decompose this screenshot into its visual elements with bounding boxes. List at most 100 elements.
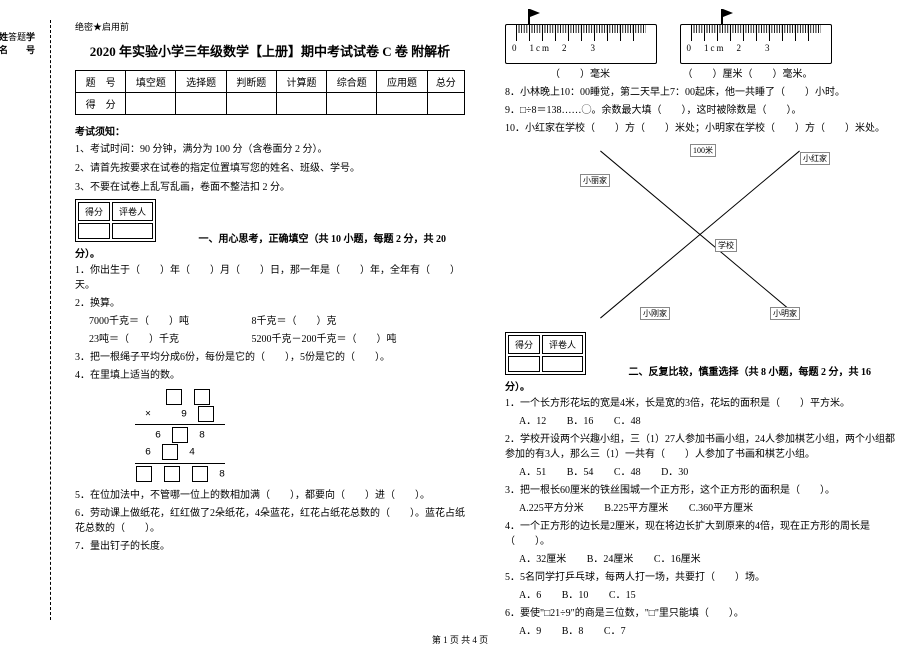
score-mini-box: 得分评卷人: [75, 199, 156, 242]
question: 4．在里填上适当的数。: [75, 368, 465, 383]
fold-line: [50, 20, 51, 620]
opt: A．51: [519, 465, 546, 480]
question: 2．换算。: [75, 296, 465, 311]
mini-th: 得分: [508, 335, 540, 354]
opt: B．16: [567, 414, 594, 429]
question: 7．量出钉子的长度。: [75, 539, 465, 554]
margin-mark: 题: [17, 30, 26, 610]
question: 6．要使"□21÷9"的商是三位数，"□"里只能填（ ）。: [505, 606, 895, 621]
td[interactable]: [226, 93, 276, 115]
notice-item: 2、请首先按要求在试卷的指定位置填写您的姓名、班级、学号。: [75, 161, 465, 176]
cross-diagram: 100米 小红家 小明家 小丽家 小刚家 学校: [570, 144, 830, 324]
secret-label: 绝密★启用前: [75, 20, 465, 33]
question: 3．把一根绳子平均分成6份，每份是它的（ ），5份是它的（ ）。: [75, 350, 465, 365]
question: 6．劳动课上做纸花，红红做了2朵纸花，4朵蓝花，红花占纸花总数的（ ）。蓝花占纸…: [75, 506, 465, 536]
exam-title: 2020 年实验小学三年级数学【上册】期中考试试卷 C 卷 附解析: [75, 41, 465, 60]
notice-title: 考试须知：: [75, 123, 465, 138]
notice-item: 3、不要在试卷上乱写乱画，卷面不整洁扣 2 分。: [75, 180, 465, 195]
score-mini-box: 得分评卷人: [505, 332, 586, 375]
th: 综合题: [327, 71, 377, 93]
ans: （ ）毫米: [505, 67, 655, 82]
question-sub: 23吨＝（ ）千克 5200千克－200千克＝（ ）吨: [75, 332, 465, 347]
th: 计算题: [276, 71, 326, 93]
options: A．32厘米 B．24厘米 C．16厘米: [505, 552, 895, 567]
question: 2．学校开设两个兴趣小组，三（1）27人参加书画小组，24人参加棋艺小组，两个小…: [505, 432, 895, 462]
question: 9．□÷8＝138……◯。余数最大填（ ），这时被除数是（ ）。: [505, 103, 895, 118]
th: 题 号: [76, 71, 126, 93]
td[interactable]: [427, 93, 464, 115]
opt: C.360平方厘米: [689, 501, 753, 516]
options: A．12 B．16 C．48: [505, 414, 895, 429]
opt: D．30: [661, 465, 688, 480]
left-column: 绝密★启用前 2020 年实验小学三年级数学【上册】期中考试试卷 C 卷 附解析…: [65, 20, 475, 642]
question: 3．把一根长60厘米的铁丝围城一个正方形，这个正方形的面积是（ ）。: [505, 483, 895, 498]
td[interactable]: [176, 93, 226, 115]
ans: （ ）厘米（ ）毫米。: [658, 67, 838, 82]
lbl-xx: 学校: [715, 239, 737, 252]
opt: A．12: [519, 414, 546, 429]
opt: C．15: [609, 588, 636, 603]
ruler-icon: 0 1cm 2 3: [505, 24, 657, 64]
td[interactable]: [377, 93, 427, 115]
table-row: 题 号 填空题 选择题 判断题 计算题 综合题 应用题 总分: [76, 71, 465, 93]
question: 1．一个长方形花坛的宽是4米，长是宽的3倍，花坛的面积是（ ）平方米。: [505, 396, 895, 411]
opt: B．24厘米: [587, 552, 634, 567]
td[interactable]: [327, 93, 377, 115]
lbl-xm: 小明家: [770, 307, 800, 320]
lbl-100m: 100米: [690, 144, 716, 157]
question: 5．在位加法中，不管哪一位上的数相加满（ ），都要向（ ）进（ ）。: [75, 488, 465, 503]
options: A.225平方分米 B.225平方厘米 C.360平方厘米: [505, 501, 895, 516]
mini-th: 得分: [78, 202, 110, 221]
mini-td[interactable]: [112, 223, 153, 239]
multiplication-diagram: × 9 6 8 6 4 8: [135, 389, 465, 482]
question-sub: 7000千克＝（ ）吨 8千克＝（ ）克: [75, 314, 465, 329]
sub: 23吨＝（ ）千克: [89, 332, 249, 347]
margin-mark: 答: [8, 30, 17, 610]
ruler-answers: （ ）毫米 （ ）厘米（ ）毫米。: [505, 67, 895, 82]
sub: 5200千克－200千克＝（ ）吨: [252, 334, 397, 345]
td: 得 分: [76, 93, 126, 115]
mini-th: 评卷人: [112, 202, 153, 221]
lbl-xh: 小红家: [800, 152, 830, 165]
right-column: 0 1cm 2 3 0 1cm 2 3 （ ）毫米 （ ）厘米（ ）毫米。 8．…: [495, 20, 905, 642]
lbl-xg: 小刚家: [640, 307, 670, 320]
mini-td[interactable]: [508, 356, 540, 372]
mini-td[interactable]: [78, 223, 110, 239]
question: 10．小红家在学校（ ）方（ ）米处；小明家在学校（ ）方（ ）米处。: [505, 121, 895, 136]
sub: 8千克＝（ ）克: [252, 316, 337, 327]
table-row: 得 分: [76, 93, 465, 115]
opt: B．10: [562, 588, 589, 603]
question: 8．小林晚上10：00睡觉，第二天早上7：00起床，他一共睡了（ ）小时。: [505, 85, 895, 100]
notice-item: 1、考试时间：90 分钟，满分为 100 分（含卷面分 2 分）。: [75, 142, 465, 157]
question: 5．5名同学打乒乓球，每两人打一场，共要打（ ）场。: [505, 570, 895, 585]
opt: A．32厘米: [519, 552, 566, 567]
th: 应用题: [377, 71, 427, 93]
ruler-icon: 0 1cm 2 3: [680, 24, 832, 64]
opt: A．6: [519, 588, 541, 603]
mini-td[interactable]: [542, 356, 583, 372]
th: 判断题: [226, 71, 276, 93]
question: 1．你出生于（ ）年（ ）月（ ）日，那一年是（ ）年，全年有（ ）天。: [75, 263, 465, 293]
opt: C．48: [614, 465, 641, 480]
options: A．51 B．54 C．48 D．30: [505, 465, 895, 480]
td[interactable]: [276, 93, 326, 115]
page: 绝密★启用前 2020 年实验小学三年级数学【上册】期中考试试卷 C 卷 附解析…: [0, 0, 920, 652]
options: A．6 B．10 C．15: [505, 588, 895, 603]
mini-th: 评卷人: [542, 335, 583, 354]
opt: B.225平方厘米: [604, 501, 668, 516]
margin-label: 姓名: [0, 30, 8, 610]
opt: A.225平方分米: [519, 501, 584, 516]
question: 4．一个正方形的边长是2厘米，现在将边长扩大到原来的4倍，现在正方形的周长是（ …: [505, 519, 895, 549]
opt: B．54: [567, 465, 594, 480]
th: 选择题: [176, 71, 226, 93]
td[interactable]: [126, 93, 176, 115]
sub: 7000千克＝（ ）吨: [89, 314, 249, 329]
binding-margin: 学号 题 答 姓名 准 不 班级 内 学校 线 封 乡镇(街道) 密: [5, 30, 35, 610]
opt: C．16厘米: [654, 552, 701, 567]
page-footer: 第 1 页 共 4 页: [0, 633, 920, 646]
score-table: 题 号 填空题 选择题 判断题 计算题 综合题 应用题 总分 得 分: [75, 70, 465, 115]
lbl-xl: 小丽家: [580, 174, 610, 187]
th: 填空题: [126, 71, 176, 93]
th: 总分: [427, 71, 464, 93]
margin-label: 学号: [26, 30, 35, 610]
